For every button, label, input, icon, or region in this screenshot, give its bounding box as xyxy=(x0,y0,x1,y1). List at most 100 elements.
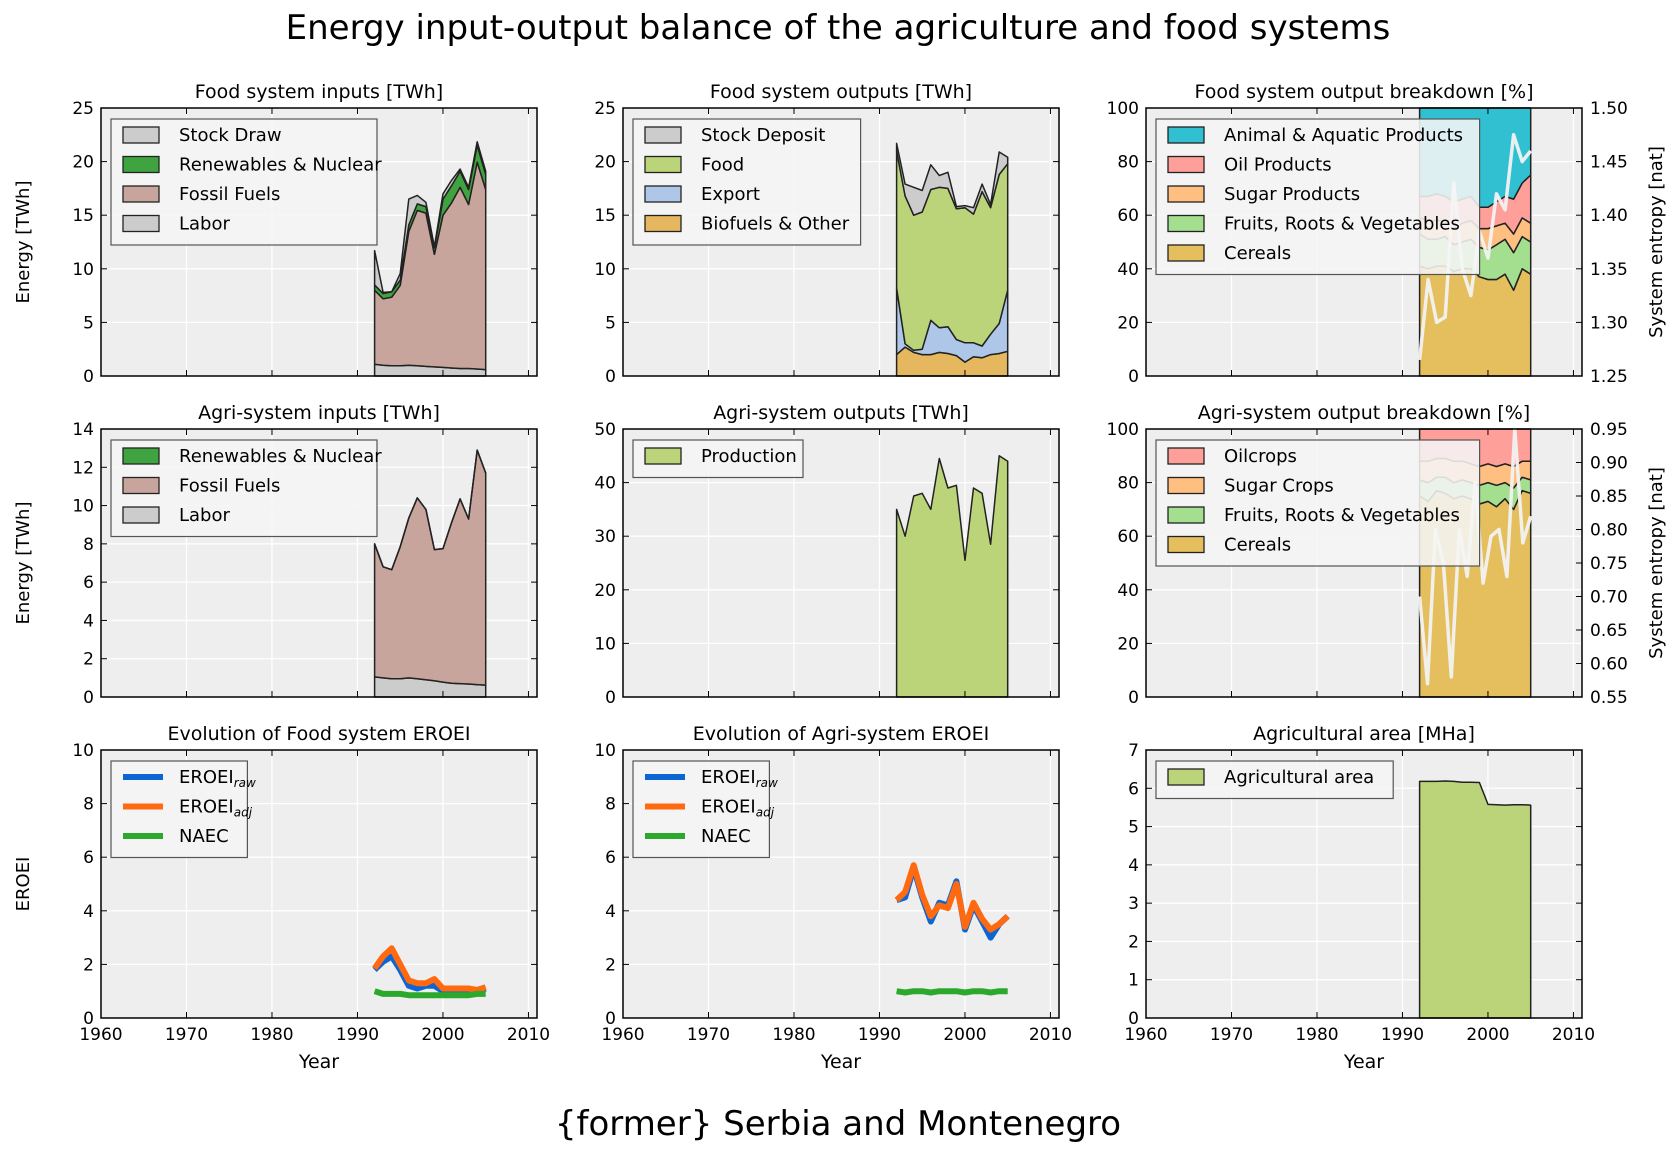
axis-label-x: Year xyxy=(298,1051,339,1073)
legend-swatch xyxy=(1167,768,1205,786)
figure-title: Energy input-output balance of the agric… xyxy=(285,8,1391,48)
plot-frame xyxy=(100,107,538,377)
axis-label-x: Year xyxy=(1343,1051,1384,1073)
tick-label-y: 50 xyxy=(594,420,616,440)
legend-label: Fossil Fuels xyxy=(179,476,280,497)
legend-swatch xyxy=(644,155,682,174)
tick-label-y: 10 xyxy=(72,741,94,761)
axis-label-y: Energy [TWh] xyxy=(13,181,34,304)
legend-label: Sugar Products xyxy=(1224,184,1360,205)
axis-label-y-right: System entropy [nat] xyxy=(1646,146,1667,338)
tick-label-y: 10 xyxy=(72,497,94,517)
tick-label-y: 0 xyxy=(1128,1009,1139,1029)
tick-label-y: 0 xyxy=(605,688,616,708)
legend: Production xyxy=(632,439,804,479)
legend-label: Sugar Crops xyxy=(1224,476,1334,497)
tick-label-x: 1970 xyxy=(687,1025,730,1045)
tick-label-y: 40 xyxy=(1117,260,1139,280)
area-agricultural-area xyxy=(1418,780,1532,1019)
tick-label-y-right: 0.70 xyxy=(1590,588,1628,608)
legend-swatch xyxy=(122,447,160,465)
legend-label: Cereals xyxy=(1224,535,1291,556)
legend-swatch xyxy=(122,506,160,524)
chart-panel-5: 0 10 20 30 40 50 Agri-system outputs [TWh] Prod… xyxy=(594,402,1060,708)
plot-frame xyxy=(100,749,538,1019)
legend-label: Stock Draw xyxy=(179,125,282,146)
tick-label-y: 0 xyxy=(1128,688,1139,708)
legend: Agricultural area xyxy=(1155,760,1394,800)
chart-title: Food system output breakdown [%] xyxy=(1194,81,1533,103)
chart-panel-3: 0 20 40 60 80 100 1.25 1.30 1.35 1.40 1.45 1.50 Syst… xyxy=(1107,81,1667,387)
tick-label-y: 20 xyxy=(594,581,616,601)
legend-label: Oil Products xyxy=(1224,155,1332,176)
legend-swatch xyxy=(1167,535,1205,554)
series-line-adj xyxy=(894,862,1010,933)
tick-label-x: 2010 xyxy=(1029,1025,1072,1045)
tick-label-y: 7 xyxy=(1128,741,1139,761)
chart-title: Agri-system outputs [TWh] xyxy=(713,402,969,424)
chart-title: Evolution of Food system EROEI xyxy=(167,723,470,745)
tick-label-y: 15 xyxy=(72,206,94,226)
plot-frame xyxy=(622,428,1060,698)
legend-swatch xyxy=(1167,244,1205,262)
tick-label-y: 14 xyxy=(72,420,94,440)
tick-label-x: 2010 xyxy=(1552,1025,1595,1045)
tick-label-y: 0 xyxy=(83,367,94,387)
chart-panel-2: 0 5 10 15 20 25 Food system outputs [TWh] Stock… xyxy=(594,81,1060,387)
legend-swatch xyxy=(122,155,160,174)
chart-panel-4: 0 2 4 6 8 10 12 14 Agri-system inputs [TWh] Energ… xyxy=(13,402,538,708)
tick-label-y-right: 0.65 xyxy=(1590,621,1628,641)
tick-label-y: 15 xyxy=(594,206,616,226)
chart-panel-7: 1960 1970 1980 1990 2000 2010 0 2 4 6 8 10 Evolution… xyxy=(13,723,550,1073)
legend-swatch xyxy=(644,185,682,203)
area-stock-draw xyxy=(373,141,487,295)
legend-label: Cereals xyxy=(1224,243,1291,264)
chart-title: Agricultural area [MHa] xyxy=(1253,723,1475,745)
tick-label-y: 80 xyxy=(1117,153,1139,173)
tick-label-y: 6 xyxy=(83,573,94,593)
legend-swatch xyxy=(122,126,160,144)
tick-label-x: 1990 xyxy=(1381,1025,1424,1045)
plot-frame xyxy=(622,749,1060,1019)
chart-panel-8: 1960 1970 1980 1990 2000 2010 0 2 4 6 8 10 Evolution… xyxy=(594,723,1072,1073)
tick-label-y-right: 0.80 xyxy=(1590,521,1628,541)
tick-label-y: 10 xyxy=(594,741,616,761)
plot-frame xyxy=(622,107,1060,377)
legend-label: NAEC xyxy=(701,826,751,847)
legend-label: Export xyxy=(701,184,760,205)
tick-label-y: 10 xyxy=(72,260,94,280)
area-renewables-nuclear xyxy=(373,449,487,571)
series-line-adj xyxy=(372,945,487,993)
tick-label-y: 2 xyxy=(83,955,94,975)
legend: Oilcrops Sugar Crops Fruits, Roots & Veget… xyxy=(1155,439,1481,567)
tick-label-y: 3 xyxy=(1128,894,1139,914)
chart-title: Agri-system inputs [TWh] xyxy=(198,402,440,424)
chart-title: Agri-system output breakdown [%] xyxy=(1198,402,1530,424)
tick-label-y-right: 0.90 xyxy=(1590,454,1628,474)
legend-label: Biofuels & Other xyxy=(701,214,850,235)
legend-label-subscript: adj xyxy=(234,806,253,820)
chart-panel-1: 0 5 10 15 20 25 Food system inputs [TWh] Energy… xyxy=(13,81,538,387)
tick-label-y: 60 xyxy=(1117,206,1139,226)
legend-swatch xyxy=(644,214,682,233)
tick-label-x: 2010 xyxy=(507,1025,550,1045)
tick-label-y: 25 xyxy=(72,99,94,119)
tick-label-y: 40 xyxy=(594,474,616,494)
tick-label-x: 1980 xyxy=(772,1025,815,1045)
tick-label-y: 12 xyxy=(72,458,94,478)
tick-label-y: 5 xyxy=(1128,818,1139,838)
tick-label-y: 10 xyxy=(594,634,616,654)
tick-label-y-right: 1.30 xyxy=(1590,313,1628,333)
legend-label-subscript: raw xyxy=(234,776,256,790)
legend-label: Agricultural area xyxy=(1224,767,1374,788)
legend-label: Renewables & Nuclear xyxy=(179,446,382,467)
legend-swatch xyxy=(1167,476,1205,495)
tick-label-y: 1 xyxy=(1128,971,1139,991)
legend-label: Oilcrops xyxy=(1224,446,1297,467)
legend: Renewables & Nuclear Fossil Fuels Labor xyxy=(110,439,382,538)
legend-label: Production xyxy=(701,446,797,467)
tick-label-x: 1960 xyxy=(1124,1025,1167,1045)
tick-label-y: 6 xyxy=(1128,779,1139,799)
legend-label: Fossil Fuels xyxy=(179,184,280,205)
